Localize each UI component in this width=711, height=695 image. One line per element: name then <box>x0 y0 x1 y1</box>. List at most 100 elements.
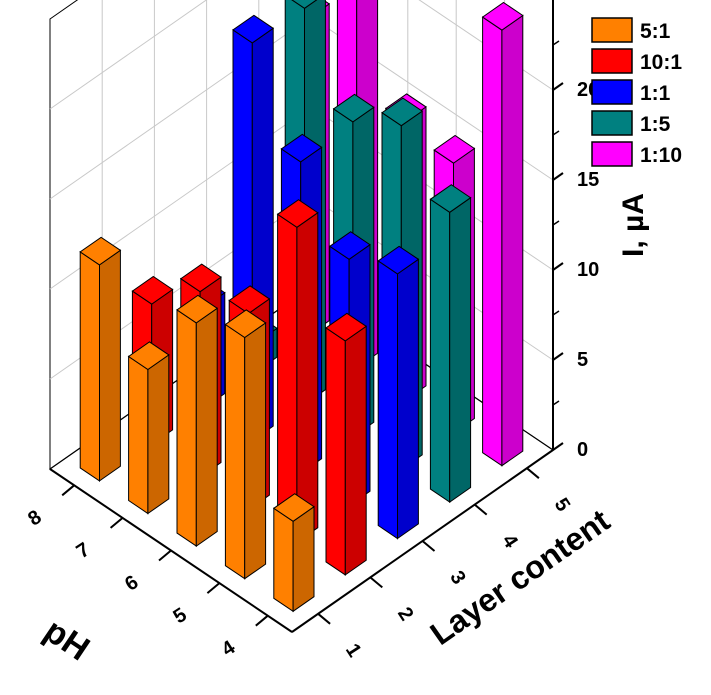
bar-face-right <box>397 258 419 540</box>
bar <box>127 341 170 515</box>
bar-face-top <box>377 245 420 275</box>
ph-axis-label: pH <box>37 611 96 668</box>
bar-face-top <box>79 236 122 266</box>
bar-face-right <box>344 325 367 576</box>
legend: 5:1 10:1 1:1 1:5 1:10 <box>591 17 682 167</box>
ph-tick <box>61 484 75 497</box>
bar-face-top <box>232 14 275 44</box>
layer-tick-label: 5 <box>550 494 575 515</box>
ph-tick <box>255 614 269 627</box>
legend-swatch <box>591 110 633 136</box>
legend-item: 1:10 <box>591 141 682 167</box>
z-minor-tick <box>552 400 560 406</box>
bar-face-right <box>147 353 170 515</box>
legend-label: 10:1 <box>640 51 682 74</box>
bar-face-left <box>377 259 398 540</box>
ph-tick <box>206 582 221 594</box>
bar <box>224 309 267 580</box>
bar <box>325 312 368 576</box>
z-tick-label: 5 <box>577 349 588 371</box>
bar-face-top <box>332 93 375 123</box>
legend-item: 1:5 <box>591 110 671 136</box>
bar-face-top <box>228 285 271 315</box>
bar-face-left <box>482 16 503 467</box>
legend-swatch <box>591 141 633 167</box>
bar-face-top <box>433 134 476 164</box>
z-tick <box>552 442 564 451</box>
layer-tick <box>369 576 383 589</box>
ph-tick <box>158 549 172 562</box>
legend-swatch <box>591 79 633 105</box>
bar-face-top <box>127 341 170 371</box>
z-tick <box>552 172 564 181</box>
z-tick-label: 10 <box>577 259 599 281</box>
bar-face-left <box>176 308 197 548</box>
z-axis-label: I, µA <box>617 193 650 257</box>
bar-face-top <box>429 184 472 213</box>
bar-face-left <box>277 213 298 544</box>
ph-tick <box>109 517 124 529</box>
legend-label: 1:5 <box>640 113 671 136</box>
bar-face-right <box>244 321 267 580</box>
bar-face-top <box>131 275 174 305</box>
bar-face-right <box>501 14 524 467</box>
layer-tick-label: 1 <box>341 640 366 661</box>
bar <box>481 1 524 467</box>
z-minor-tick <box>552 40 560 46</box>
z-minor-tick <box>552 130 560 136</box>
layer-tick-label: 2 <box>393 603 418 624</box>
ph-tick-label: 5 <box>169 604 190 629</box>
bar-face-top <box>325 312 368 342</box>
ph-tick-label: 4 <box>218 636 240 661</box>
layer-tick-label: 4 <box>497 531 522 553</box>
z-tick-label: 15 <box>577 169 599 191</box>
bar-face-top <box>176 294 219 324</box>
bar <box>272 493 315 613</box>
bar-face-left <box>79 250 100 482</box>
bar-face-top <box>276 199 319 228</box>
layer-tick-label: 3 <box>445 567 470 588</box>
bar-face-top <box>381 97 424 127</box>
bar-face-top <box>272 493 315 522</box>
bar-face-left <box>325 326 346 576</box>
layer-tick <box>317 613 331 625</box>
bar-face-top <box>328 231 371 260</box>
bar-face-top <box>179 263 222 293</box>
bar <box>377 245 420 540</box>
legend-swatch <box>591 17 633 43</box>
bar-face-top <box>280 133 323 163</box>
bar-face-right <box>292 505 315 613</box>
z-minor-tick <box>552 310 560 316</box>
bar <box>79 236 122 482</box>
legend-swatch <box>591 48 633 74</box>
z-tick-label: 0 <box>577 439 588 461</box>
bar-face-top <box>224 309 267 339</box>
bar-face-right <box>296 211 319 544</box>
layer-tick <box>526 467 540 479</box>
bars <box>79 0 524 613</box>
bar-face-right <box>99 249 121 482</box>
bar <box>429 184 472 504</box>
legend-label: 5:1 <box>640 20 671 43</box>
bar-face-left <box>224 323 246 580</box>
ph-tick-label: 8 <box>24 506 45 531</box>
legend-item: 10:1 <box>591 48 682 74</box>
bar-face-right <box>449 196 472 504</box>
layer-tick <box>421 540 436 552</box>
ph-tick-label: 7 <box>73 539 94 564</box>
layer-tick <box>474 503 488 516</box>
legend-label: 1:10 <box>640 144 682 167</box>
z-tick <box>552 262 564 271</box>
ph-tick-label: 6 <box>121 571 142 596</box>
bar-face-right <box>195 307 218 548</box>
bar-face-left <box>128 355 149 515</box>
bar-face-left <box>273 507 294 613</box>
bar-face-top <box>481 1 524 31</box>
grid-line <box>49 0 554 110</box>
z-minor-tick <box>552 220 560 226</box>
legend-item: 1:1 <box>591 79 671 105</box>
legend-item: 5:1 <box>591 17 671 43</box>
z-tick <box>552 352 564 361</box>
